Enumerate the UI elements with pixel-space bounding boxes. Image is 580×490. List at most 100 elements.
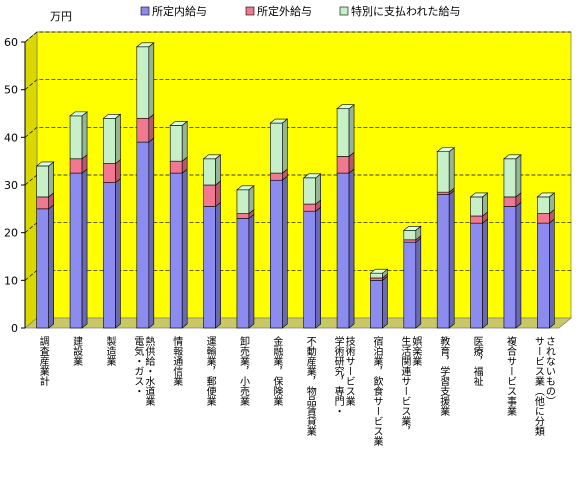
bar-5-series-2: [203, 158, 216, 186]
bar-side-7-series-2: [282, 118, 288, 174]
bar-7-series-0: [270, 179, 283, 329]
x-category-label-10: 宿泊業，飲食サービス業: [371, 335, 383, 447]
x-category-label-8: 不動産業，物品賃貸業: [304, 336, 316, 437]
bar-side-0-series-2: [48, 161, 54, 198]
bar-top-12: [436, 147, 456, 152]
y-tick-label-40: 40: [4, 131, 18, 144]
bar-top-14: [503, 154, 522, 160]
bar-side-5-series-1: [215, 180, 221, 208]
bar-8-series-2: [303, 177, 316, 205]
x-category-label-3-line-1: 熱供給・水道業: [143, 335, 155, 407]
bar-stack-5: 運輸業，郵便業: [202, 154, 222, 407]
bar-side-12-series-0: [448, 189, 455, 329]
bar-13-series-1: [470, 215, 483, 224]
legend-label-scheduled-pay: 所定内給与: [152, 4, 207, 18]
bar-side-0-series-0: [48, 204, 54, 329]
x-category-label-4: 情報通信業: [171, 335, 183, 387]
bar-side-2-series-0: [115, 177, 121, 329]
x-category-label-14: 複合サービス事業: [504, 335, 516, 417]
bar-14-series-2: [503, 158, 517, 198]
bar-0-series-2: [36, 165, 49, 198]
bar-10-series-1: [370, 277, 383, 281]
bar-side-11-series-0: [415, 237, 422, 329]
bar-top-4: [169, 121, 189, 126]
bar-3-series-1: [136, 117, 150, 143]
bar-side-4-series-2: [181, 120, 188, 162]
bar-stack-4: 情報通信業: [169, 120, 189, 387]
bar-stack-14: 複合サービス事業: [503, 154, 522, 417]
bar-10-series-0: [370, 280, 383, 329]
bar-top-13: [469, 192, 489, 198]
bar-side-10-series-0: [382, 275, 388, 329]
x-category-label-6: 卸売業，小売業: [237, 335, 249, 407]
bar-14-series-1: [503, 196, 517, 207]
bar-7-series-2: [270, 122, 283, 174]
bar-11-series-0: [403, 241, 417, 329]
bar-stack-8: 不動産業，物品賃貸業: [302, 173, 322, 437]
bar-top-3: [135, 42, 155, 48]
bar-side-1-series-2: [81, 111, 88, 160]
bar-side-13-series-0: [482, 218, 488, 329]
y-tick-label-30: 30: [4, 179, 18, 192]
y-tick-label-60: 60: [4, 36, 18, 49]
bar-8-series-0: [303, 210, 316, 329]
bar-side-3-series-1: [148, 113, 155, 143]
bar-side-6-series-2: [248, 185, 255, 215]
legend-item-special-pay: 特別に支払われた給与: [339, 4, 460, 18]
x-category-label-9-line-0: 学術研究，専門・: [332, 335, 344, 416]
bar-14-series-0: [503, 206, 517, 329]
bar-4-series-1: [169, 160, 183, 174]
bar-top-6: [236, 185, 255, 191]
bar-0-series-0: [36, 208, 49, 329]
bar-10-series-2: [370, 272, 383, 279]
legend-item-scheduled-pay: 所定内給与: [140, 4, 207, 18]
bar-top-15: [536, 192, 556, 198]
bar-stack-13: 医療，福祉: [469, 192, 489, 386]
x-category-label-7: 金融業，保険業: [271, 335, 283, 407]
bar-6-series-1: [236, 213, 250, 219]
legend-label-special-pay: 特別に支払われた給与: [351, 4, 460, 18]
x-category-label-11-line-0: 生活関連サービス業，: [399, 335, 411, 436]
bar-9-series-2: [336, 108, 350, 157]
y-tick-label-0: 0: [11, 322, 18, 335]
bar-3-series-0: [136, 141, 150, 329]
legend-item-overtime-pay: 所定外給与: [245, 4, 312, 18]
bar-6-series-2: [236, 189, 250, 214]
gridline-50: [24, 79, 571, 90]
bar-1-series-2: [69, 115, 83, 160]
x-category-label-12: 教育，学習支援業: [438, 335, 450, 417]
bar-side-2-series-2: [115, 113, 121, 165]
legend-label-overtime-pay: 所定外給与: [257, 4, 312, 18]
bar-side-15-series-0: [549, 218, 555, 329]
legend: 所定内給与 所定外給与 特別に支払われた給与: [140, 4, 460, 18]
x-category-label-9-line-1: 技術サービス業: [343, 335, 355, 407]
bar-stack-0: 調査産業計: [35, 161, 55, 387]
y-tick-label-10: 10: [4, 274, 18, 287]
x-category-label-3-line-0: 電気・ガス・: [132, 336, 144, 396]
gridline-40: [24, 126, 571, 138]
bar-top-5: [202, 154, 222, 160]
bar-1-series-0: [69, 172, 83, 329]
bar-7-series-1: [270, 172, 283, 181]
bar-stack-9: 学術研究，専門・ 技術サービス業: [332, 104, 355, 416]
bar-top-11: [402, 225, 422, 231]
bar-side-14-series-2: [515, 154, 522, 198]
bar-1-series-1: [69, 158, 83, 174]
bar-side-9-series-0: [348, 168, 355, 329]
bar-top-2: [102, 113, 122, 119]
bar-side-3-series-2: [148, 42, 155, 119]
unit-label: 万円: [50, 10, 72, 23]
bar-15-series-0: [537, 222, 550, 329]
x-category-label-0: 調査産業計: [37, 335, 49, 387]
y-tick-label-20: 20: [4, 227, 18, 240]
bar-side-3-series-0: [148, 137, 155, 329]
bar-stack-10: 宿泊業，飲食サービス業: [369, 268, 389, 447]
x-category-label-11-line-1: 娯楽業: [410, 335, 422, 367]
bar-side-5-series-2: [215, 154, 221, 186]
bar-top-10: [369, 268, 389, 274]
bar-6-series-0: [236, 218, 250, 329]
bar-13-series-2: [470, 196, 483, 217]
bar-0-series-1: [36, 196, 49, 210]
